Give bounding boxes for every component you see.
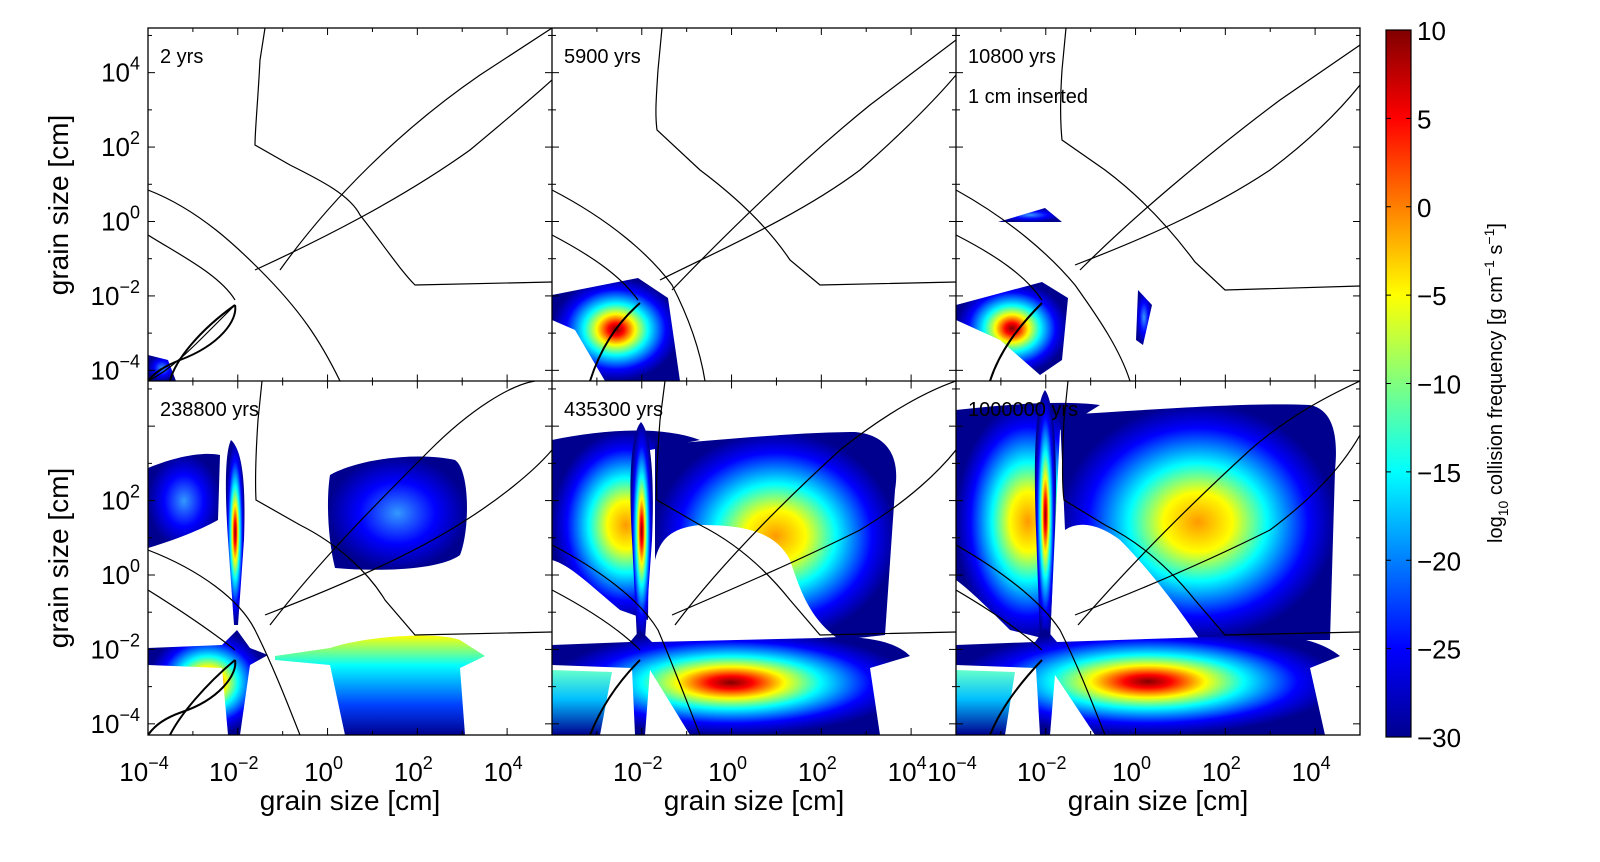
y-tick-label: 10−2 xyxy=(91,630,140,664)
collision-region xyxy=(552,630,910,735)
x-axis-label: grain size [cm] xyxy=(1068,785,1249,816)
regime-boundaries-heavy xyxy=(148,659,237,735)
colorbar-tick-label: −10 xyxy=(1417,370,1461,400)
panel-3 xyxy=(956,28,1360,381)
collision-region xyxy=(956,670,1015,735)
x-tick-label: 10−2 xyxy=(209,753,258,787)
colorbar-tick-label: 5 xyxy=(1417,104,1431,134)
colorbar-ticks: 10 5 0 −5 −10 −15 −20 −25 −30 xyxy=(1386,16,1461,753)
panel-label: 238800 yrs xyxy=(160,399,259,421)
panel-label: 1000000 yrs xyxy=(968,399,1078,421)
regime-boundaries-heavy xyxy=(989,302,1043,381)
x-tick-label: 10−4 xyxy=(119,753,168,787)
colorbar-tick-label: −30 xyxy=(1417,723,1461,753)
x-tick-label: 102 xyxy=(394,753,433,787)
x-tick-label: 104 xyxy=(1292,753,1331,787)
panel-label: 10800 yrs xyxy=(968,46,1056,68)
y-tick-label: 102 xyxy=(101,482,140,516)
regime-boundaries xyxy=(552,381,956,735)
regime-boundaries xyxy=(552,28,956,381)
colorbar-tick-label: −25 xyxy=(1417,635,1461,665)
collision-region xyxy=(655,432,897,640)
y-tick-label: 10−2 xyxy=(91,277,140,311)
panel-frames xyxy=(147,27,1361,736)
y-tick-label: 100 xyxy=(101,202,140,236)
x-tick-label: 100 xyxy=(304,753,343,787)
collision-region xyxy=(327,456,467,570)
panel-labels: 2 yrs 5900 yrs 10800 yrs 1 cm inserted 2… xyxy=(160,46,1088,421)
collision-region xyxy=(998,208,1062,222)
y-tick-label: 10−4 xyxy=(91,705,140,739)
x-tick-label: 100 xyxy=(708,753,747,787)
colorbar-tick-label: 10 xyxy=(1417,16,1446,46)
y-tick-label: 100 xyxy=(101,556,140,590)
panel-label: 2 yrs xyxy=(160,46,203,68)
collision-region xyxy=(956,402,1100,640)
regime-boundaries-heavy xyxy=(589,659,641,735)
collision-region xyxy=(225,440,245,625)
x-tick-label: 102 xyxy=(1202,753,1241,787)
collision-region xyxy=(1060,404,1336,640)
panel-label: 5900 yrs xyxy=(564,46,641,68)
regime-boundaries xyxy=(148,381,552,735)
y-tick-label: 10−4 xyxy=(91,351,140,385)
y-tick-label: 102 xyxy=(101,128,140,162)
x-tick-label: 104 xyxy=(888,753,927,787)
axes: 10−4 10−2 100 102 104 10−2 100 102 104 10−4 10−2 10… xyxy=(91,28,1361,787)
regime-boundaries xyxy=(148,28,552,381)
colorbar-tick-label: −20 xyxy=(1417,546,1461,576)
regime-boundaries-heavy xyxy=(989,659,1043,735)
collision-region xyxy=(1136,290,1152,345)
regime-boundaries-heavy xyxy=(589,302,641,381)
regime-boundaries-heavy xyxy=(148,304,237,381)
x-axis-label: grain size [cm] xyxy=(664,785,845,816)
collision-region xyxy=(956,628,1340,735)
colorbar-tick-label: −15 xyxy=(1417,458,1461,488)
collision-region xyxy=(1034,390,1056,640)
colorbar-tick-label: 0 xyxy=(1417,193,1431,223)
x-tick-label: 10−2 xyxy=(1017,753,1066,787)
x-tick-label: 102 xyxy=(798,753,837,787)
collision-region xyxy=(148,630,268,735)
panel-label: 435300 yrs xyxy=(564,399,663,421)
collision-region xyxy=(956,282,1068,375)
panel-annotation: 1 cm inserted xyxy=(968,86,1088,108)
collision-region xyxy=(552,430,700,620)
panel-6 xyxy=(956,381,1360,735)
x-tick-label: 10−4 xyxy=(927,753,976,787)
colorbar-tick-label: −5 xyxy=(1417,281,1447,311)
x-axis-label: grain size [cm] xyxy=(260,785,441,816)
collision-region xyxy=(552,670,612,735)
panel-5 xyxy=(552,381,956,735)
y-tick-label: 104 xyxy=(101,54,140,88)
regime-boundaries xyxy=(956,28,1360,381)
x-tick-label: 10−2 xyxy=(613,753,662,787)
panel-1 xyxy=(148,28,552,381)
x-tick-label: 100 xyxy=(1112,753,1151,787)
x-tick-label: 104 xyxy=(484,753,523,787)
collision-region xyxy=(630,422,653,640)
colorbar-label: log10 collision frequency [g cm−1 s−1] xyxy=(1481,223,1511,543)
collision-region xyxy=(275,635,485,735)
y-axis-label: grain size [cm] xyxy=(43,115,74,296)
regime-boundaries xyxy=(956,381,1360,735)
panel-2 xyxy=(552,28,956,381)
collision-region xyxy=(148,453,220,548)
panel-4 xyxy=(148,381,552,735)
y-axis-label: grain size [cm] xyxy=(43,468,74,649)
